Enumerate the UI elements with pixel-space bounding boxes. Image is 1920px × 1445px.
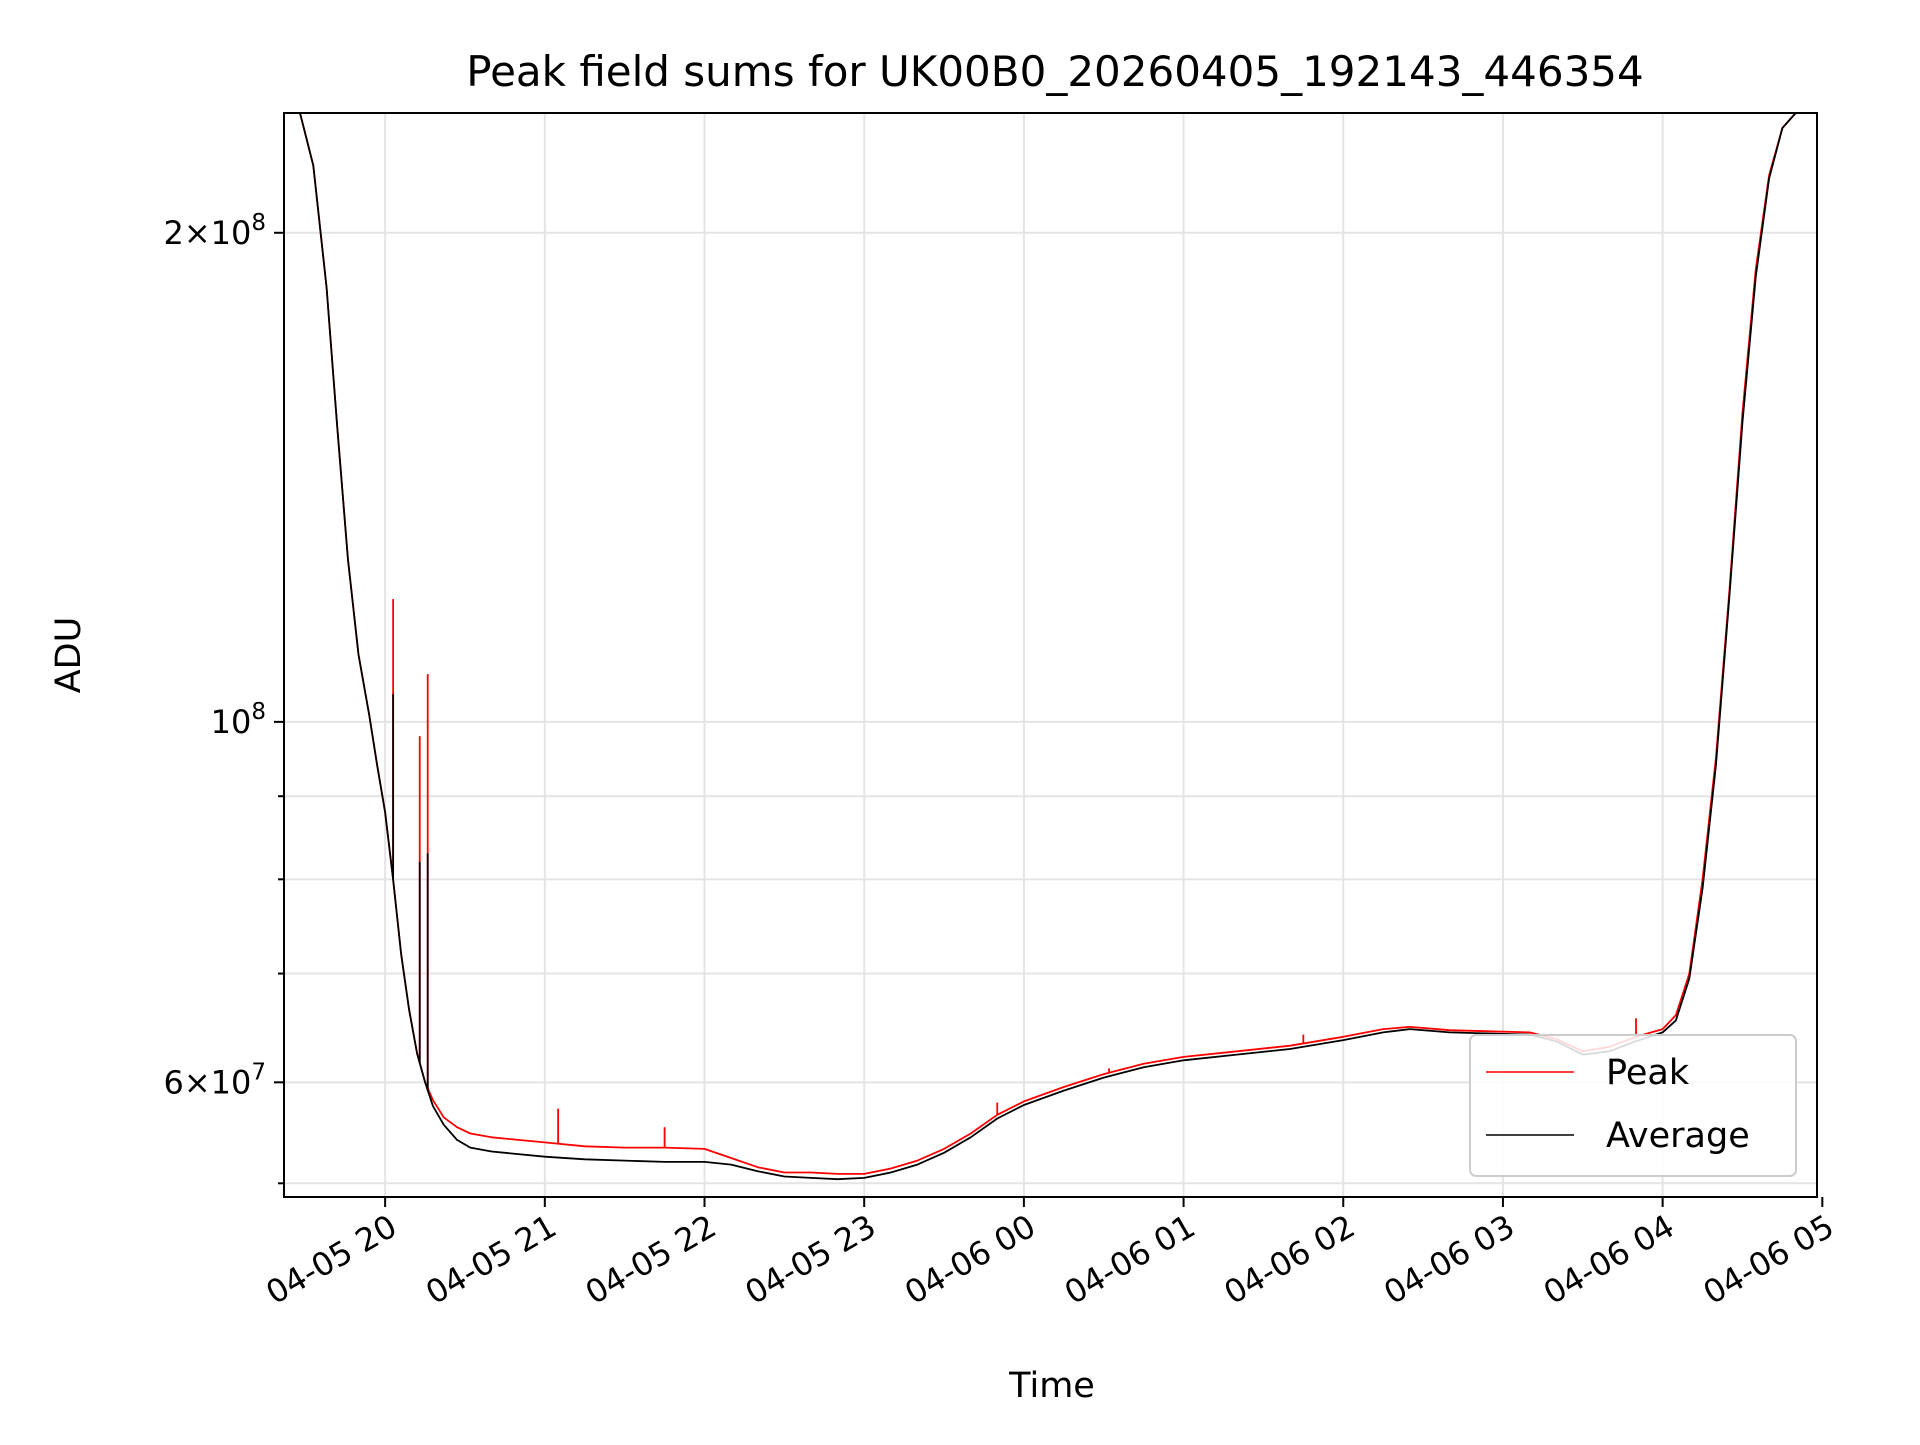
legend-average-label: Average [1606,1116,1750,1156]
series-peak-line [284,113,1817,1175]
x-axis-title: Time [1008,1366,1095,1406]
x-tick-label: 04-06 02 [1218,1207,1362,1312]
x-tick-label: 04-05 21 [419,1207,563,1312]
y-axis-title: ADU [49,617,89,694]
y-tick-label: 6×107 [163,1059,266,1101]
series-layer [284,113,1817,1181]
y-tick-label: 2×108 [163,210,266,252]
series-average-line [284,113,1817,1181]
legend-box [1469,1034,1797,1177]
y-tick-label: 108 [211,699,266,741]
x-tick-label: 04-05 20 [260,1207,404,1312]
x-tick-label: 04-05 22 [579,1207,723,1312]
x-tick-label: 04-06 00 [898,1207,1042,1312]
x-tick-label: 04-05 23 [739,1207,883,1312]
x-tick-label: 04-06 04 [1537,1207,1681,1312]
legend: Peak Average [1469,1034,1797,1177]
x-tick-label: 04-06 05 [1697,1207,1841,1312]
legend-peak-label: Peak [1606,1053,1690,1093]
plot-frame [283,112,1818,1198]
x-tick-label: 04-06 01 [1058,1207,1202,1312]
chart-title: Peak field sums for UK00B0_20260405_1921… [466,47,1644,96]
x-tick-label: 04-06 03 [1377,1207,1521,1312]
